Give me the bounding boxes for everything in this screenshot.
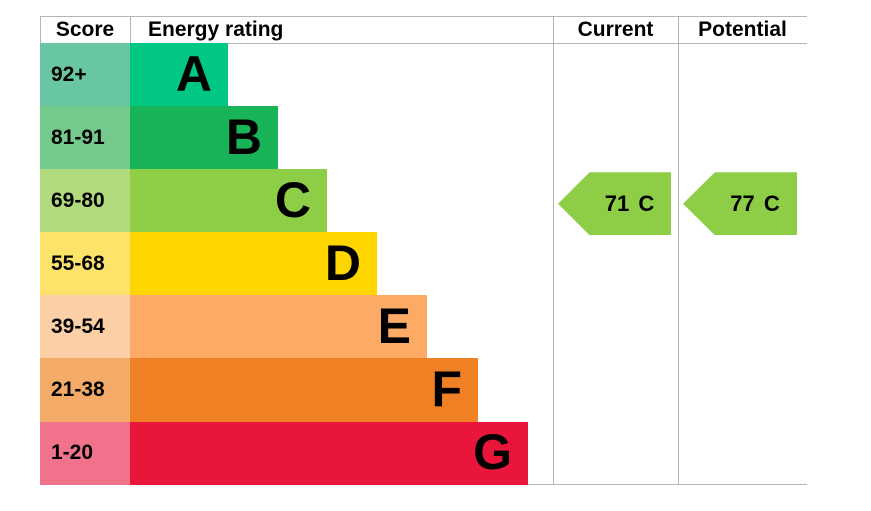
header-score: Score — [55, 18, 115, 41]
band-bar: G — [130, 421, 528, 485]
band-row-a: 92+ A — [40, 43, 807, 107]
table-top-border — [40, 16, 807, 17]
band-score-cell: 1-20 — [40, 421, 130, 485]
score-column-left-border — [40, 16, 41, 43]
current-column-divider — [553, 16, 554, 485]
header-potential: Potential — [698, 18, 787, 41]
band-row-g: 1-20 G — [40, 421, 807, 485]
band-bar: F — [130, 358, 478, 422]
band-score-cell: 69-80 — [40, 169, 130, 233]
band-bar: D — [130, 232, 377, 296]
band-letter: D — [324, 234, 361, 291]
potential-rating-arrow: 77 C — [683, 172, 797, 236]
band-bar: E — [130, 295, 427, 359]
band-score-cell: 92+ — [40, 43, 130, 107]
band-letter: F — [431, 361, 462, 418]
band-row-d: 55-68 D — [40, 232, 807, 296]
header-bottom-border — [40, 43, 807, 44]
band-row-b: 81-91 B — [40, 106, 807, 170]
epc-chart: Score Energy rating Current Potential 92… — [40, 16, 807, 485]
current-rating-label: 71 C — [604, 190, 655, 216]
band-score-cell: 39-54 — [40, 295, 130, 359]
band-rows: 92+ A 81-91 B 69-80 C 55-68 D 39-54 E 21… — [40, 43, 807, 485]
band-row-c: 69-80 C — [40, 169, 807, 233]
band-score-cell: 55-68 — [40, 232, 130, 296]
header-current: Current — [577, 18, 654, 41]
band-score-cell: 81-91 — [40, 106, 130, 170]
band-letter: B — [225, 108, 262, 165]
band-letter: G — [473, 424, 512, 481]
table-header: Score Energy rating Current Potential — [40, 16, 807, 43]
band-letter: C — [274, 171, 311, 228]
band-row-f: 21-38 F — [40, 358, 807, 422]
band-row-e: 39-54 E — [40, 295, 807, 359]
header-energy-rating: Energy rating — [148, 18, 284, 41]
band-bar: A — [130, 43, 228, 107]
potential-rating-label: 77 C — [730, 190, 780, 216]
potential-column-divider — [678, 16, 679, 485]
band-letter: E — [377, 297, 411, 354]
band-score-cell: 21-38 — [40, 358, 130, 422]
band-bar: C — [130, 169, 327, 233]
band-letter: A — [175, 45, 212, 102]
band-bar: B — [130, 106, 278, 170]
score-column-right-border — [130, 16, 131, 43]
